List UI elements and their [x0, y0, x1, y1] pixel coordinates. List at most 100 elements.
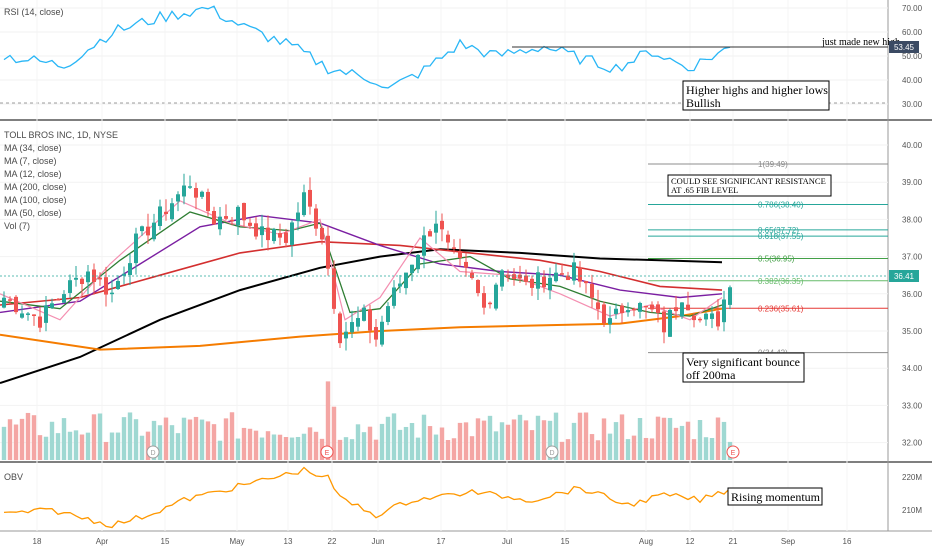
x-tick-label: 17 — [437, 537, 446, 546]
candle-body — [68, 280, 72, 293]
volume-bar — [73, 430, 79, 460]
x-tick-label: Aug — [639, 537, 653, 546]
volume-bar — [415, 437, 421, 460]
candle-body — [572, 262, 576, 281]
annotation-fib-level: AT .65 FIB LEVEL — [671, 185, 738, 195]
volume-bar — [157, 425, 163, 460]
volume-bar — [349, 439, 355, 460]
ma-50-label: MA (50, close) — [4, 208, 62, 218]
ma-200-line — [0, 248, 723, 385]
candle-body — [374, 327, 378, 340]
candle-body — [488, 302, 492, 305]
candle-body — [122, 273, 126, 276]
volume-bar — [613, 422, 619, 460]
x-tick-label: 13 — [284, 537, 293, 546]
candle-body — [8, 299, 12, 301]
candle-body — [542, 276, 546, 288]
event-marker — [545, 445, 559, 459]
volume-bar — [427, 426, 433, 460]
candle-body — [512, 274, 516, 280]
price-tick-label: 36.00 — [902, 290, 923, 299]
x-tick-label: 12 — [686, 537, 695, 546]
price-tick-label: 40.00 — [902, 141, 923, 150]
candle-body — [590, 283, 594, 298]
candle-body — [524, 275, 528, 282]
annotation-higher-highs: Higher highs and higher lows — [686, 83, 828, 97]
candle-body — [278, 233, 282, 238]
volume-bar — [643, 437, 649, 460]
candle-body — [104, 277, 108, 295]
volume-bar — [565, 439, 571, 460]
event-marker — [726, 445, 740, 459]
candle-body — [86, 271, 90, 283]
candle-body — [392, 287, 396, 306]
volume-bar — [13, 424, 19, 460]
candle-body — [500, 270, 504, 287]
candle-body — [212, 210, 216, 225]
candle-body — [248, 222, 252, 226]
candle-body — [356, 318, 360, 327]
rsi-current-label: 53.45 — [894, 43, 915, 52]
candle-body — [650, 304, 654, 310]
candle-body — [260, 226, 264, 236]
volume-bar — [211, 424, 217, 460]
x-tick-label: Sep — [781, 537, 796, 546]
volume-bar — [535, 415, 541, 460]
candle-body — [200, 191, 204, 197]
candle-body — [362, 307, 366, 321]
volume-bar — [187, 419, 193, 460]
candle-body — [176, 194, 180, 202]
candle-body — [14, 296, 18, 313]
candle-body — [398, 283, 402, 287]
volume-bar — [115, 432, 121, 460]
ma-12-label: MA (12, close) — [4, 169, 62, 179]
event-marker-label: E — [731, 450, 736, 457]
volume-bar — [67, 431, 73, 460]
volume-bar — [469, 436, 475, 460]
vol-label: Vol (7) — [4, 221, 30, 231]
candle-body — [350, 322, 354, 333]
candle-body — [188, 186, 192, 188]
candle-body — [728, 287, 732, 305]
candle-body — [404, 272, 408, 289]
volume-bar — [313, 431, 319, 460]
volume-bar — [601, 418, 607, 460]
candle-body — [704, 313, 708, 320]
volume-bar — [97, 413, 103, 460]
volume-bar — [619, 414, 625, 460]
volume-bar — [253, 430, 259, 460]
candle-body — [38, 316, 42, 328]
event-marker-label: D — [549, 450, 554, 457]
obv-tick-label: 220M — [902, 473, 922, 482]
fib-level-label: 0.5(36.95) — [758, 254, 795, 263]
volume-bar — [193, 416, 199, 460]
volume-bar — [31, 415, 37, 460]
volume-bar — [121, 417, 127, 460]
volume-bar — [673, 427, 679, 460]
candle-body — [32, 314, 36, 317]
candle-body — [62, 294, 66, 303]
candle-body — [164, 211, 168, 215]
annotation-bullish: Bullish — [686, 96, 721, 110]
candle-body — [290, 222, 294, 245]
annotation-bounce: Very significant bounce — [686, 355, 800, 369]
candle-body — [620, 305, 624, 314]
candle-body — [326, 235, 330, 269]
volume-bar — [697, 420, 703, 460]
candle-body — [458, 251, 462, 258]
volume-bar — [163, 417, 169, 460]
volume-bar — [91, 414, 97, 460]
volume-bar — [223, 418, 229, 460]
candle-body — [98, 277, 102, 280]
volume-bar — [229, 412, 235, 460]
volume-bar — [61, 418, 67, 460]
x-tick-label: 21 — [729, 537, 738, 546]
candle-body — [560, 273, 564, 275]
volume-bar — [439, 427, 445, 460]
candle-body — [638, 302, 642, 312]
candle-body — [386, 306, 390, 322]
candle-body — [536, 272, 540, 289]
volume-bar — [217, 440, 223, 460]
volume-bar — [85, 432, 91, 460]
